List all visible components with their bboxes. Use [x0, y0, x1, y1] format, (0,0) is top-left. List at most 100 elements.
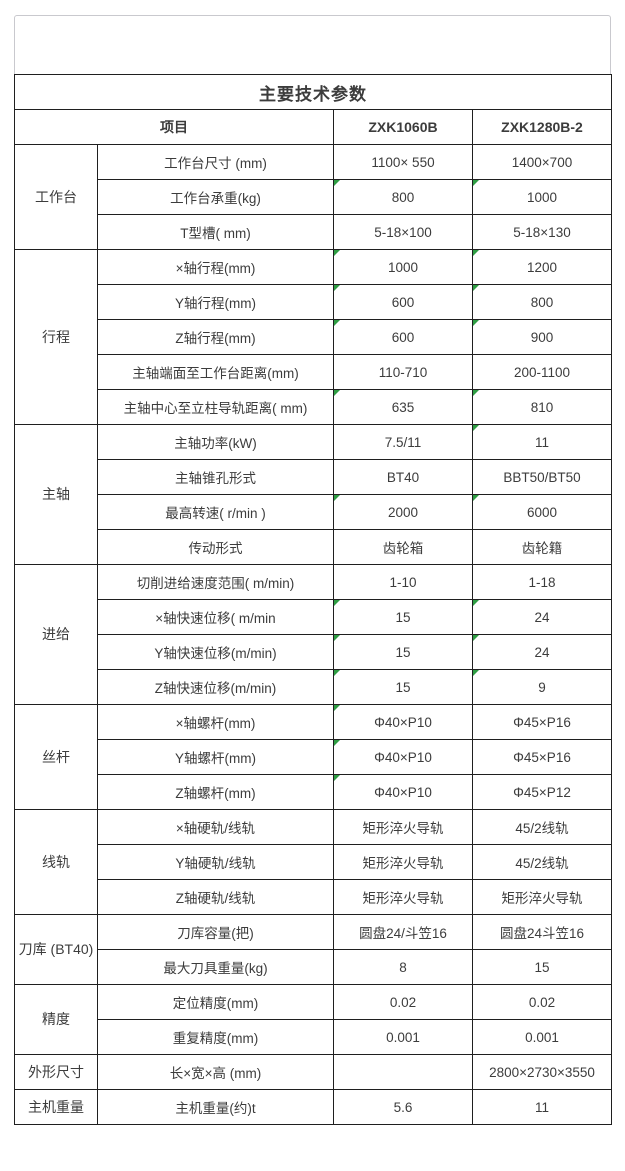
value-text: 齿轮箱 — [382, 541, 424, 556]
value-text: 1000 — [526, 189, 558, 205]
spec-row: 主轴 主轴功率(kW) 7.5/11 11 — [14, 424, 612, 565]
value-text: Φ40×P10 — [374, 714, 432, 730]
value-cell-zxk1280b-2: Φ45×P16 — [472, 739, 612, 775]
value-cell-zxk1060b: 635 — [333, 389, 473, 425]
value-text: 5.6 — [393, 1099, 413, 1115]
value-text: 6000 — [526, 504, 558, 520]
value-text: 齿轮籍 — [521, 541, 563, 556]
category-cell: 工作台 — [14, 144, 98, 250]
value-cell-zxk1060b: 8 — [333, 949, 473, 985]
number-as-text-marker-icon — [334, 495, 340, 501]
value-text: 800 — [391, 189, 415, 205]
value-text: 9 — [538, 679, 546, 695]
spec-row: 最高转速( r/min ) 2000 6000 — [15, 494, 612, 530]
item-label-cell: 主轴功率(kW) — [97, 424, 334, 460]
spec-table: 主要技术参数 项目 ZXK1060B ZXK1280B-2 工作台 工作台尺寸 (… — [14, 74, 612, 1125]
item-label-cell: Z轴硬轨/线轨 — [97, 879, 334, 915]
value-text: 800 — [530, 294, 554, 310]
number-as-text-marker-icon — [334, 740, 340, 746]
spec-row: 最大刀具重量(kg) 8 15 — [15, 949, 612, 985]
value-cell-zxk1280b-2: 2800×2730×3550 — [472, 1054, 612, 1090]
value-text: Φ40×P10 — [374, 749, 432, 765]
header-item-label: 项目 — [14, 109, 334, 145]
value-text: 11 — [534, 1099, 549, 1115]
spec-row: 线轨 ×轴硬轨/线轨 矩形淬火导轨 45/2线轨 — [14, 809, 612, 915]
spec-card: 主要技术参数 项目 ZXK1060B ZXK1280B-2 工作台 工作台尺寸 (… — [14, 15, 612, 1125]
value-cell-zxk1060b: 5-18×100 — [333, 214, 473, 250]
value-cell-zxk1280b-2: Φ45×P12 — [472, 774, 612, 810]
value-cell-zxk1280b-2: 0.02 — [472, 984, 612, 1020]
item-label-cell: Z轴行程(mm) — [97, 319, 334, 355]
value-text: 15 — [534, 959, 550, 975]
item-label-cell: 主轴中心至立柱导轨距离( mm) — [97, 389, 334, 425]
number-as-text-marker-icon — [334, 635, 340, 641]
value-cell-zxk1060b: 齿轮箱 — [333, 529, 473, 565]
value-text: Φ45×P12 — [513, 784, 571, 800]
value-text: 900 — [530, 329, 554, 345]
value-text: 1200 — [526, 259, 558, 275]
value-cell-zxk1280b-2: 1400×700 — [472, 144, 612, 180]
number-as-text-marker-icon — [334, 775, 340, 781]
value-text: 24 — [534, 609, 550, 625]
number-as-text-marker-icon — [334, 705, 340, 711]
value-cell-zxk1280b-2: 900 — [472, 319, 612, 355]
value-cell-zxk1280b-2: 45/2线轨 — [472, 809, 612, 845]
spec-row: 行程 ×轴行程(mm) 1000 1200 — [14, 249, 612, 425]
item-label-cell: 工作台尺寸 (mm) — [97, 144, 334, 180]
value-cell-zxk1280b-2: 齿轮籍 — [472, 529, 612, 565]
spec-row: 丝杆 ×轴螺杆(mm) Φ40×P10 Φ45×P16 — [14, 704, 612, 810]
value-cell-zxk1060b: 600 — [333, 284, 473, 320]
value-cell-zxk1280b-2: 24 — [472, 599, 612, 635]
spec-row: 主轴中心至立柱导轨距离( mm) 635 810 — [15, 389, 612, 425]
number-as-text-marker-icon — [473, 600, 479, 606]
value-text: 0.001 — [525, 1029, 559, 1045]
item-label-cell: ×轴螺杆(mm) — [97, 704, 334, 740]
value-cell-zxk1060b: Φ40×P10 — [333, 774, 473, 810]
value-cell-zxk1060b: 15 — [333, 669, 473, 705]
spec-row: 工作台承重(kg) 800 1000 — [15, 179, 612, 215]
value-cell-zxk1060b: 圆盘24/斗笠16 — [333, 914, 473, 950]
value-cell-zxk1060b: 1100× 550 — [333, 144, 473, 180]
spec-row: 精度 定位精度(mm) 0.02 0.02 — [14, 984, 612, 1055]
value-text: 45/2线轨 — [515, 821, 569, 836]
value-text: 24 — [534, 644, 550, 660]
spec-row: Z轴行程(mm) 600 900 — [15, 319, 612, 355]
item-label-cell: Z轴快速位移(m/min) — [97, 669, 334, 705]
value-text: 1-18 — [528, 574, 556, 590]
title-row: 主要技术参数 — [14, 74, 612, 110]
category-cell: 主轴 — [14, 424, 98, 565]
value-cell-zxk1060b: Φ40×P10 — [333, 704, 473, 740]
spec-row: 主机重量 主机重量(约)t 5.6 11 — [14, 1089, 612, 1125]
value-text: 0.02 — [389, 994, 417, 1010]
number-as-text-marker-icon — [334, 390, 340, 396]
value-cell-zxk1060b: 矩形淬火导轨 — [333, 879, 473, 915]
value-text: 5-18×100 — [374, 224, 432, 240]
value-text: 11 — [534, 434, 549, 450]
item-label-cell: 主轴端面至工作台距离(mm) — [97, 354, 334, 390]
table-title: 主要技术参数 — [14, 74, 612, 110]
value-cell-zxk1060b: Φ40×P10 — [333, 739, 473, 775]
value-text: 600 — [391, 329, 415, 345]
value-cell-zxk1060b: 7.5/11 — [333, 424, 473, 460]
number-as-text-marker-icon — [473, 285, 479, 291]
item-label-cell: 定位精度(mm) — [97, 984, 334, 1020]
number-as-text-marker-icon — [334, 320, 340, 326]
value-text: 矩形淬火导轨 — [362, 856, 444, 871]
item-label-cell: T型槽( mm) — [97, 214, 334, 250]
item-label-cell: 工作台承重(kg) — [97, 179, 334, 215]
value-cell-zxk1280b-2: 5-18×130 — [472, 214, 612, 250]
item-label-cell: 传动形式 — [97, 529, 334, 565]
spec-row: ×轴快速位移( m/min 15 24 — [15, 599, 612, 635]
category-cell: 进给 — [14, 564, 98, 705]
value-cell-zxk1280b-2: 矩形淬火导轨 — [472, 879, 612, 915]
value-text: 200-1100 — [513, 364, 571, 380]
spec-row: 主轴端面至工作台距离(mm) 110-710 200-1100 — [15, 354, 612, 390]
number-as-text-marker-icon — [334, 285, 340, 291]
spec-row: Z轴螺杆(mm) Φ40×P10 Φ45×P12 — [15, 774, 612, 810]
value-cell-zxk1060b: 2000 — [333, 494, 473, 530]
number-as-text-marker-icon — [473, 250, 479, 256]
value-text: 635 — [391, 399, 415, 415]
value-text: 15 — [395, 609, 411, 625]
number-as-text-marker-icon — [473, 180, 479, 186]
category-cell: 丝杆 — [14, 704, 98, 810]
